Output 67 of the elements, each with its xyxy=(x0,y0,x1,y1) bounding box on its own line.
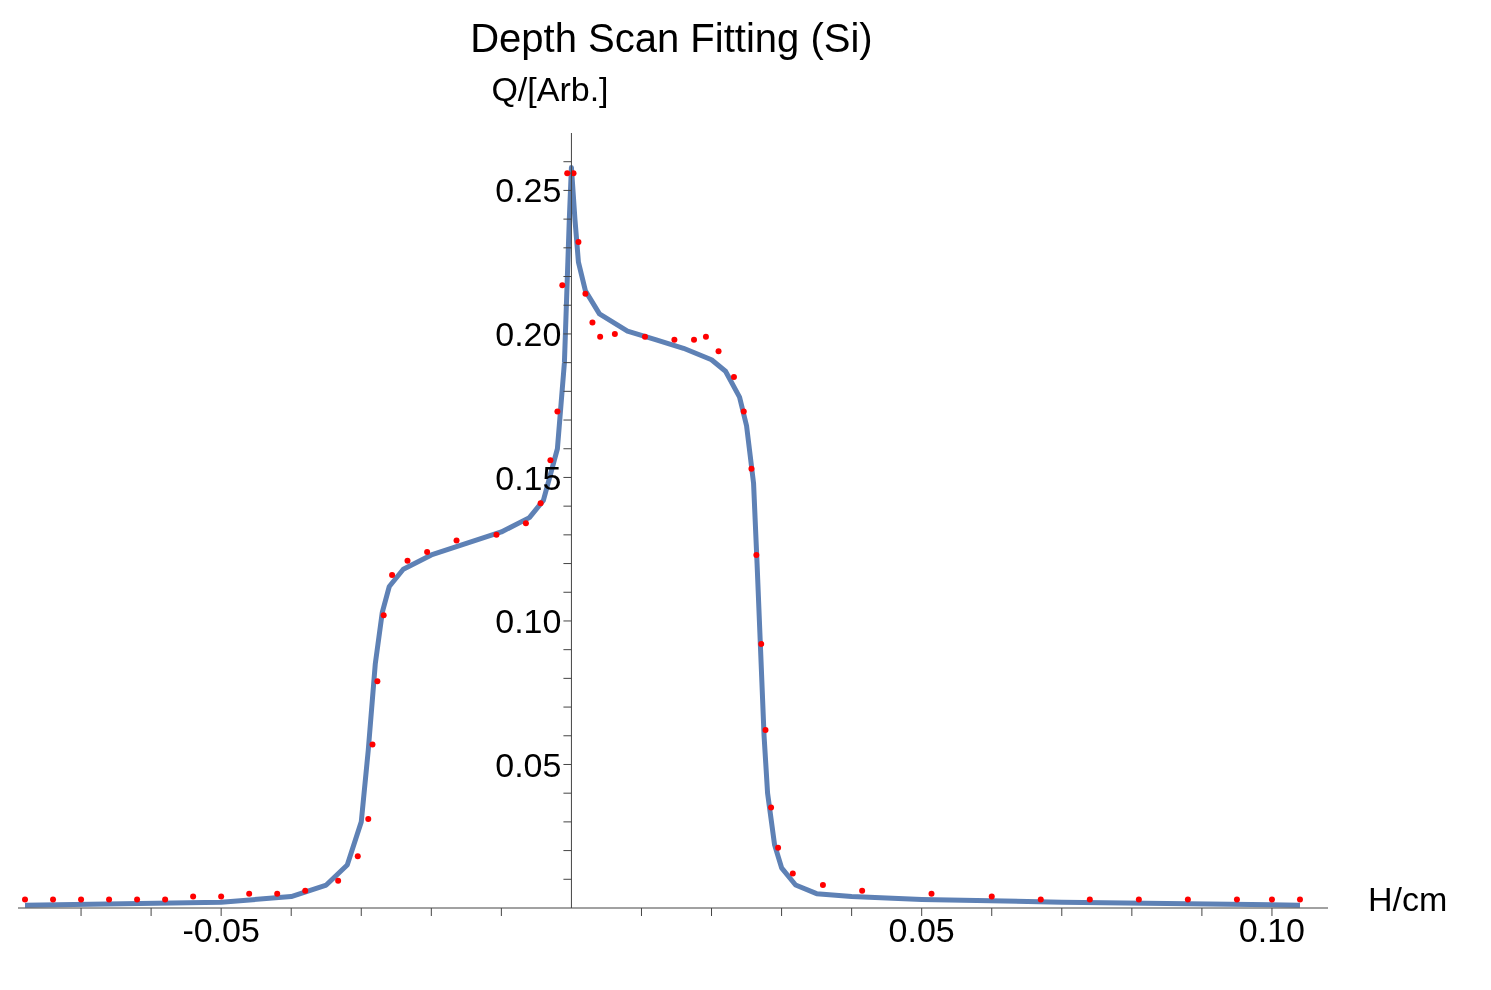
point xyxy=(354,853,361,860)
point xyxy=(380,612,387,619)
point xyxy=(1086,896,1093,903)
point xyxy=(190,893,197,900)
point xyxy=(522,520,529,527)
point xyxy=(106,896,113,903)
point xyxy=(691,336,698,343)
point xyxy=(762,727,769,734)
y-tick-label: 0.05 xyxy=(495,745,562,784)
y-tick-label: 0.25 xyxy=(495,171,562,210)
point xyxy=(611,330,618,337)
point xyxy=(597,333,604,340)
point xyxy=(740,408,747,415)
point xyxy=(758,640,765,647)
x-tick-label: -0.05 xyxy=(182,911,260,950)
point xyxy=(1037,896,1044,903)
point xyxy=(453,537,460,544)
point xyxy=(493,531,500,538)
point xyxy=(554,408,561,415)
point xyxy=(246,890,253,897)
point xyxy=(641,333,648,340)
point xyxy=(335,877,342,884)
point xyxy=(162,896,169,903)
point xyxy=(988,893,995,900)
point xyxy=(22,896,29,903)
point xyxy=(78,896,85,903)
point xyxy=(302,887,309,894)
point xyxy=(374,678,381,685)
point xyxy=(1233,896,1240,903)
point xyxy=(1135,896,1142,903)
point xyxy=(702,333,709,340)
point xyxy=(575,239,582,246)
point xyxy=(559,282,566,289)
chart-title: Depth Scan Fitting (Si) xyxy=(469,16,874,61)
point xyxy=(753,551,760,558)
point xyxy=(365,816,372,823)
y-tick-label: 0.10 xyxy=(495,602,562,641)
point xyxy=(775,844,782,851)
point xyxy=(564,170,571,177)
point xyxy=(748,465,755,472)
point xyxy=(404,557,411,564)
point xyxy=(582,290,589,297)
point xyxy=(537,500,544,507)
point xyxy=(424,549,431,556)
point xyxy=(218,893,225,900)
point xyxy=(50,896,57,903)
point xyxy=(671,336,678,343)
point xyxy=(928,890,935,897)
point xyxy=(768,804,775,811)
point xyxy=(274,890,281,897)
point xyxy=(134,896,141,903)
point xyxy=(819,882,826,889)
y-tick-label: 0.20 xyxy=(495,315,562,353)
y-axis-title: Q/[Arb.] xyxy=(491,70,609,109)
point xyxy=(1268,896,1275,903)
point xyxy=(715,348,722,355)
x-tick-label: 0.10 xyxy=(1238,911,1306,950)
x-axis-title: H/cm xyxy=(1368,880,1448,919)
point xyxy=(369,741,376,748)
point xyxy=(389,572,396,579)
point xyxy=(589,319,596,326)
x-tick-label: 0.05 xyxy=(888,911,955,950)
point xyxy=(789,870,796,877)
point xyxy=(859,887,866,894)
point xyxy=(1296,896,1303,903)
point xyxy=(1184,896,1191,903)
point xyxy=(730,373,737,380)
